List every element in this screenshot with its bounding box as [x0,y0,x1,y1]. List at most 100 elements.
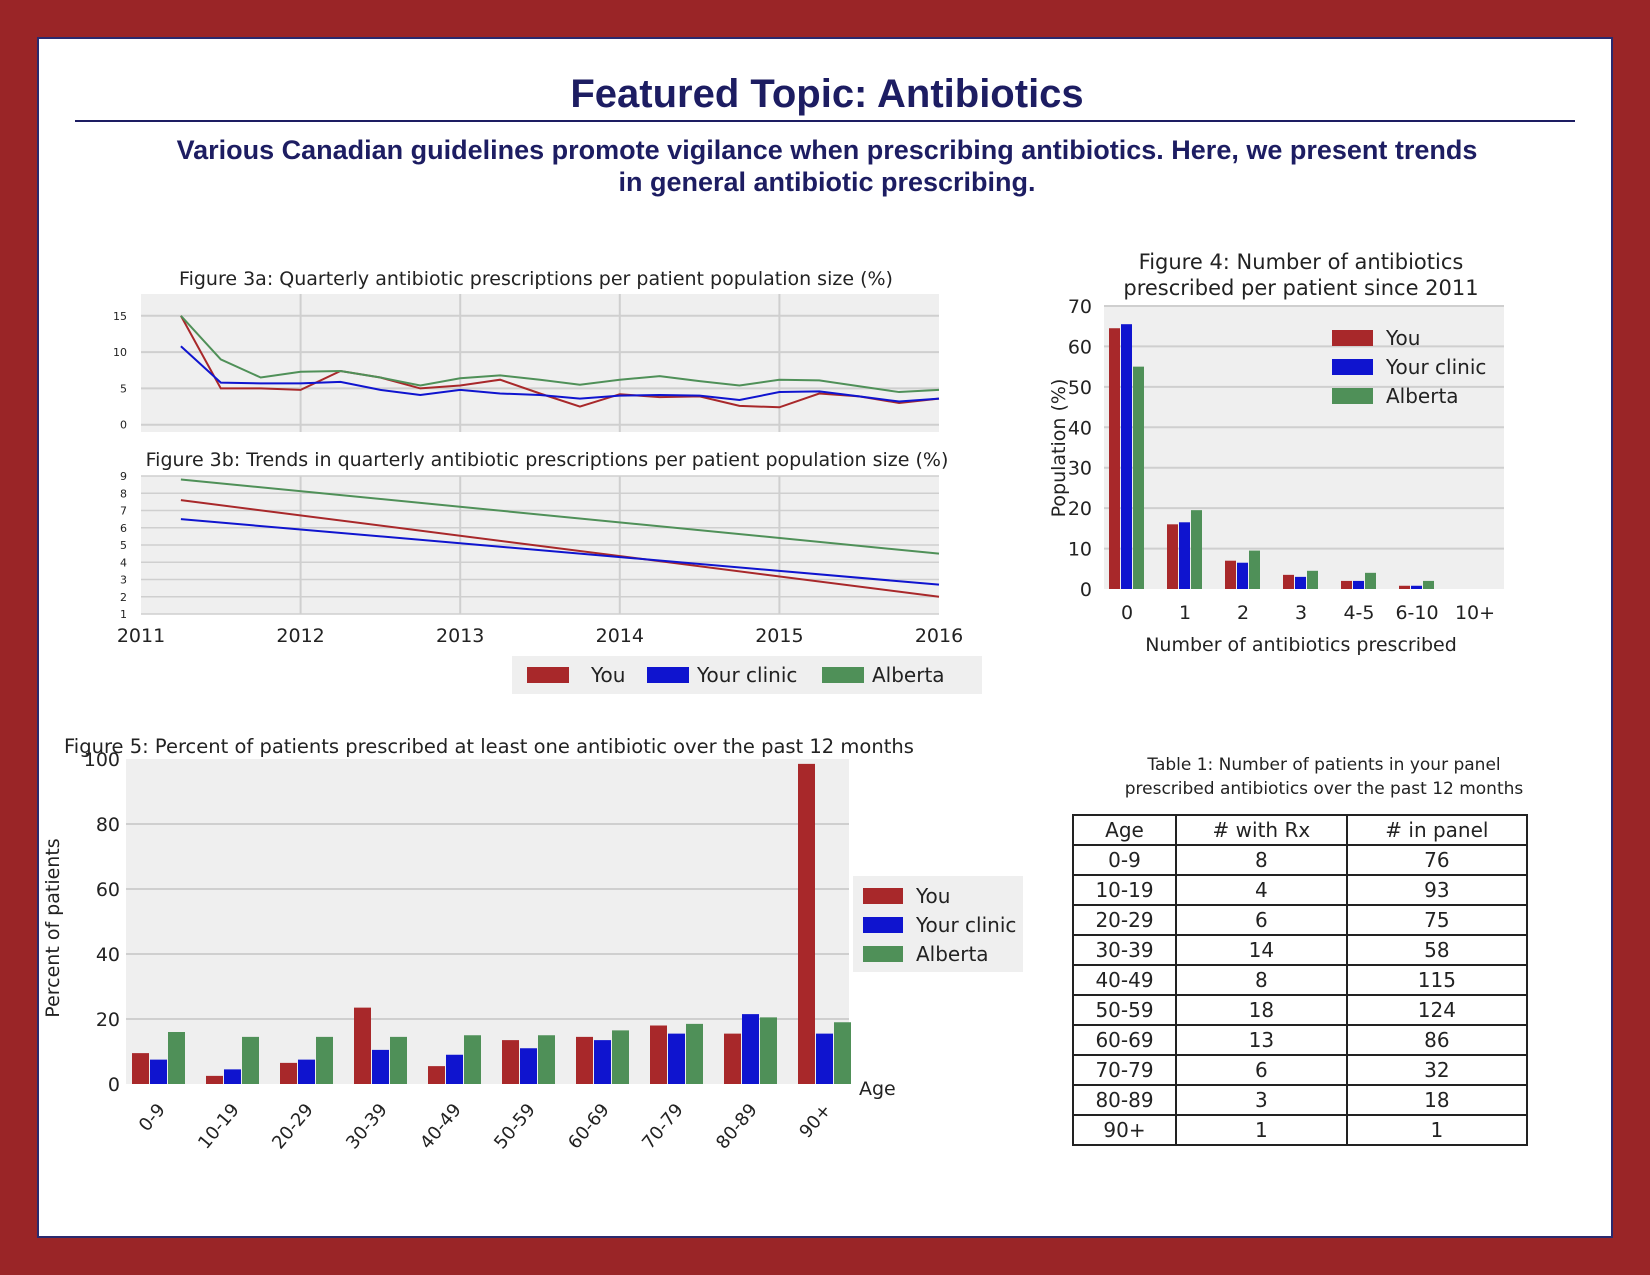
figure-4-bar-clinic [1237,562,1248,589]
figure-3b-legend-label: Your clinic [696,663,797,687]
figure-5-bar-you [798,763,815,1084]
table-cell: 58 [1345,934,1529,966]
figure-4-legend-label: You [1385,326,1420,350]
figure-5-y-tick-label: 40 [96,944,120,966]
figure-4-x-tick-label: 4-5 [1343,602,1374,624]
figure-4-legend-swatch-you [1332,330,1373,346]
figure-3b-legend-label: Alberta [872,663,945,687]
table-row: 60-69 13 86 [1071,1024,1529,1056]
table-row: 50-59 18 124 [1071,994,1529,1026]
figure-5-bar-alberta [612,1030,629,1084]
figure-3b-series-clinic [180,518,940,586]
figure-5-bar-clinic [816,1033,833,1084]
table-cell: 86 [1345,1024,1529,1056]
figure-5-x-tick-label: 80-89 [712,1100,762,1154]
figure-4-bar-clinic [1295,576,1306,589]
figure-4-legend-label: Your clinic [1385,355,1486,379]
figure-5-bar-alberta [168,1032,185,1084]
figure-5-legend-label: Your clinic [915,913,1016,937]
figure-3b-legend-swatch-you [527,667,569,683]
figure-3b-x-tick-label: 2016 [915,625,963,647]
figure-3b-y-tick-label: 1 [120,608,127,621]
figure-5-bar-clinic [446,1054,463,1084]
figure-4-bar-alberta [1365,572,1376,589]
figure-3b-y-tick-label: 3 [120,574,127,587]
figure-5-plot-area [126,759,849,1084]
figure-5-chart: Figure 5: Percent of patients prescribed… [42,735,1023,1153]
figure-3a-y-tick-label: 10 [113,346,127,359]
figure-4-y-tick-label: 10 [1068,539,1092,561]
subtitle-line-2: in general antibiotic prescribing. [618,167,1036,197]
figure-4-bar-you [1283,574,1294,589]
table-row: 30-39 14 58 [1071,934,1529,966]
figure-5-y-tick-label: 0 [108,1074,120,1096]
table-title-line-2: prescribed antibiotics over the past 12 … [1124,779,1524,799]
table-cell: 18 [1345,1084,1529,1116]
figure-5-x-tick-label: 40-49 [416,1100,466,1154]
figure-5-x-tick-label: 60-69 [564,1100,614,1154]
figure-3b-series-you [180,499,940,598]
table-row: 0-9 8 76 [1071,844,1529,876]
figure-5-bar-you [502,1040,519,1084]
figure-4-y-tick-label: 0 [1080,579,1092,601]
figure-4-bar-alberta [1249,550,1260,589]
figure-5-bar-alberta [834,1022,851,1084]
figure-5-legend-swatch-clinic [863,917,903,933]
figure-4-bar-clinic [1411,585,1422,589]
table-cell: 10-19 [1071,874,1178,906]
figure-5-x-axis-label: Age [859,1078,896,1100]
table-header-with-rx: # with Rx [1175,814,1348,846]
figure-4-x-tick-label: 0 [1121,602,1133,624]
table-header-in-panel: # in panel [1345,814,1529,846]
table-cell: 14 [1175,934,1348,966]
figure-4-x-tick-label: 3 [1295,602,1307,624]
figure-4-x-tick-label: 6-10 [1395,602,1438,624]
table-row: 10-19 4 93 [1071,874,1529,906]
figure-5-bar-you [650,1025,667,1084]
title-divider [75,120,1575,122]
table-cell: 76 [1345,844,1529,876]
figure-5-bar-clinic [224,1069,241,1084]
figure-4-x-tick-label: 2 [1237,602,1249,624]
table-cell: 80-89 [1071,1084,1178,1116]
figure-5-bar-you [724,1033,741,1084]
figure-4-title-line-1: Figure 4: Number of antibiotics [1139,250,1464,274]
figure-5-bar-you [280,1062,297,1084]
figure-4-bar-you [1167,524,1178,589]
figure-5-bar-alberta [316,1036,333,1084]
table-header-age: Age [1071,814,1178,846]
figure-5-bar-you [576,1036,593,1084]
figure-3b-title: Figure 3b: Trends in quarterly antibioti… [146,449,949,471]
figure-5-bar-you [206,1075,223,1084]
figure-4-title-line-2: prescribed per patient since 2011 [1123,276,1478,300]
figure-3b-y-tick-label: 4 [120,556,127,569]
figure-3a-title: Figure 3a: Quarterly antibiotic prescrip… [179,268,893,290]
figure-4-bar-clinic [1121,324,1132,589]
figure-5-x-tick-label: 50-59 [490,1100,540,1154]
figure-5-legend-label: Alberta [916,942,989,966]
figure-4-bar-clinic [1353,580,1364,589]
figure-5-x-tick-label: 30-39 [342,1100,392,1154]
table-1-title: Table 1: Number of patients in your pane… [1114,753,1534,801]
table-cell: 60-69 [1071,1024,1178,1056]
figure-5-x-tick-label: 10-19 [194,1100,244,1154]
figure-5-bar-alberta [760,1017,777,1084]
figure-3a-y-tick-label: 5 [120,382,127,395]
figure-5-y-tick-label: 20 [96,1009,120,1031]
figure-4-bar-you [1225,560,1236,589]
figure-4-bar-alberta [1423,580,1434,589]
figure-4-bar-alberta [1191,510,1202,589]
figure-4-bar-alberta [1133,366,1144,589]
figure-3a-series-clinic [180,345,940,403]
figure-4-y-tick-label: 40 [1068,417,1092,439]
figure-4-bar-you [1399,585,1410,589]
table-row: 80-89 3 18 [1071,1084,1529,1116]
figure-3b-x-tick-label: 2014 [596,625,644,647]
table-header-row: Age # with Rx # in panel [1071,814,1529,846]
table-cell: 90+ [1071,1114,1178,1146]
figure-4-y-tick-label: 20 [1068,498,1092,520]
figure-4-x-tick-label: 10+ [1455,602,1495,624]
table-cell: 6 [1175,1054,1348,1086]
figure-5-x-tick-label: 20-29 [268,1100,318,1154]
figure-5-x-tick-label: 70-79 [638,1100,688,1154]
